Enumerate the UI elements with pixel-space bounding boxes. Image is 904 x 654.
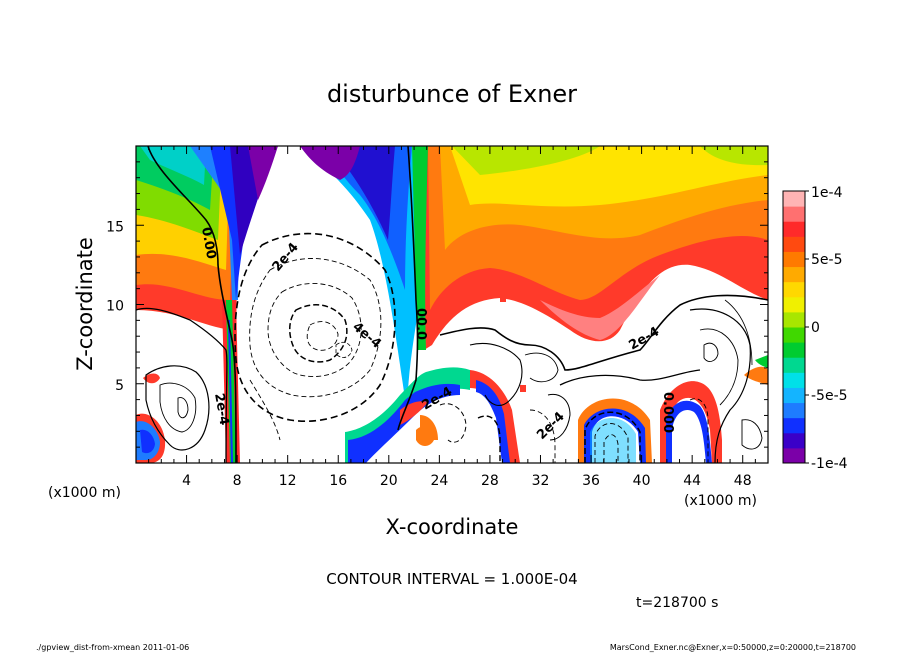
x-tick-label: 16 (329, 473, 347, 489)
colorbar-swatch (783, 221, 805, 237)
colorbar-label: 5e-5 (811, 252, 842, 268)
colorbar-swatch (783, 387, 805, 404)
contour-lines (136, 146, 768, 463)
colorbar-swatch (783, 327, 805, 343)
y-axis-label: Z-coordinate (73, 237, 97, 371)
x-tick-label: 20 (380, 473, 398, 489)
x-tick-label: 24 (430, 473, 448, 489)
y-tick-label: 10 (106, 299, 124, 315)
x-tick-label: 32 (532, 473, 550, 489)
colorbar-label: -1e-4 (811, 456, 848, 472)
footer-left: ./gpview_dist-from-xmean 2011-01-06 (36, 643, 189, 652)
contour-label: 0.00 (198, 226, 218, 260)
x-tick-label: 28 (481, 473, 499, 489)
colorbar-swatch (783, 296, 805, 313)
x-tick-label: 12 (279, 473, 297, 489)
colorbar-swatch (783, 372, 805, 388)
colorbar-swatch (783, 206, 805, 222)
colorbar-swatch (783, 402, 805, 419)
colorbar-label: 1e-4 (811, 185, 843, 201)
colorbar-swatch (783, 417, 805, 434)
contour-label: 0.000 (660, 392, 675, 433)
y-tick-label: 5 (115, 378, 124, 394)
x-tick-label: 8 (233, 473, 242, 489)
x-axis-label: X-coordinate (386, 515, 519, 539)
x-tick-label: 44 (683, 473, 701, 489)
colorbar-swatch (783, 251, 805, 268)
colorbar-swatch (783, 281, 805, 298)
colorbar-swatch (783, 236, 805, 252)
colorbar-frame (782, 190, 806, 464)
x-tick-label: 36 (582, 473, 600, 489)
y-tick-label: 15 (106, 219, 124, 235)
colorbar-swatch (783, 357, 805, 373)
heatmap-field (136, 146, 768, 463)
colorbar-swatch (783, 342, 805, 358)
colorbar (783, 190, 809, 464)
x-unit-right: (x1000 m) (684, 493, 757, 509)
colorbar-label: 0 (811, 320, 820, 336)
colorbar-swatch (783, 311, 805, 328)
time-text: t=218700 s (636, 595, 718, 611)
x-unit-left: (x1000 m) (48, 485, 121, 501)
x-tick-label: 40 (633, 473, 651, 489)
colorbar-swatch (783, 266, 805, 283)
chart-title: disturbunce of Exner (327, 80, 577, 108)
colorbar-swatch (783, 447, 805, 464)
x-tick-label: 48 (734, 473, 752, 489)
x-axis: 4 8 12 16 20 24 28 32 36 40 44 48 (148, 146, 756, 489)
footer-right: MarsCond_Exner.nc@Exner,x=0:50000,z=0:20… (610, 643, 856, 652)
contour-label: 00.0 (413, 308, 428, 340)
y-axis: 5 10 15 (106, 161, 768, 448)
colorbar-label: -5e-5 (811, 388, 848, 404)
colorbar-swatch (783, 432, 805, 449)
x-tick-label: 4 (182, 473, 191, 489)
colorbar-swatch (783, 191, 805, 207)
contour-interval-text: CONTOUR INTERVAL = 1.000E-04 (326, 570, 577, 588)
contour-label: 2e-4 (211, 392, 231, 426)
